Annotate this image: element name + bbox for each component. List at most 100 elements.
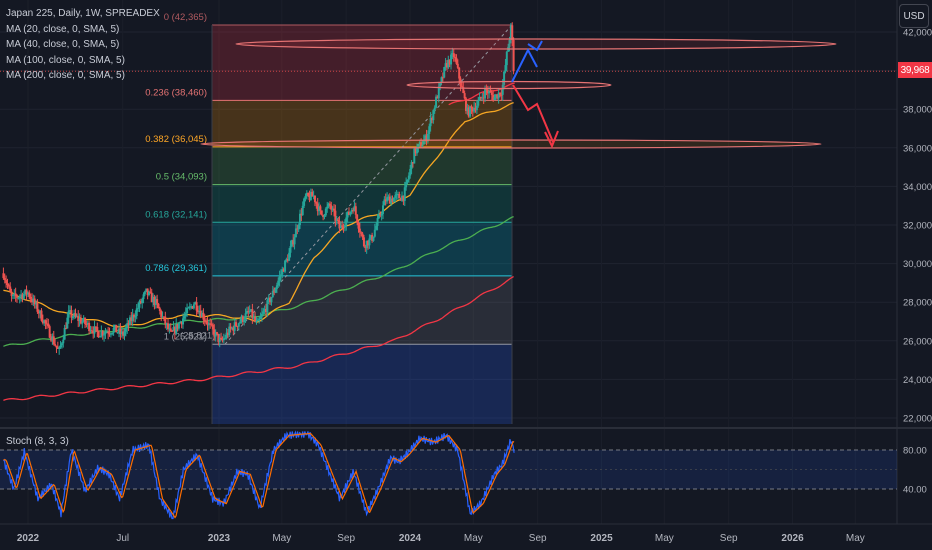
candle-body <box>416 147 419 154</box>
candle <box>101 330 104 340</box>
candle <box>153 294 156 310</box>
stoch-legend[interactable]: Stoch (8, 3, 3) <box>6 436 69 447</box>
candle <box>32 294 35 307</box>
candle-body <box>484 88 487 99</box>
candle <box>448 59 451 68</box>
candle-body <box>361 233 364 238</box>
chart-title[interactable]: Japan 225, Daily, 1W, SPREADEX <box>6 8 160 19</box>
candle-body <box>142 294 145 300</box>
candle <box>105 329 108 334</box>
candle <box>233 318 236 334</box>
candle-body <box>341 225 344 227</box>
candle-body <box>396 194 399 196</box>
candle <box>126 317 129 334</box>
candle-body <box>403 187 406 201</box>
candle <box>489 85 492 93</box>
candle <box>25 285 28 301</box>
candle <box>69 305 72 314</box>
candle <box>493 94 496 101</box>
candle-body <box>187 307 190 309</box>
candle-body <box>100 331 103 337</box>
candle-body <box>460 85 463 87</box>
candle-body <box>398 194 401 199</box>
candle-body <box>32 298 35 303</box>
candle-body <box>201 312 204 317</box>
legend-ma100[interactable]: MA (100, close, 0, SMA, 5) <box>6 54 125 66</box>
fib-zone <box>212 184 512 223</box>
price-axis[interactable]: 42,00040,00038,00036,00034,00032,00030,0… <box>903 28 932 425</box>
candle <box>402 195 405 206</box>
candle-body <box>392 197 395 202</box>
x-tick-label: Sep <box>337 533 355 544</box>
candle <box>475 100 478 115</box>
candle <box>202 308 205 325</box>
candle-body <box>489 90 492 93</box>
candle-body <box>481 97 484 99</box>
candle-body <box>311 191 314 197</box>
x-tick-label: Jul <box>116 533 129 544</box>
fib-level-label: 0.786 (29,361) <box>145 263 207 274</box>
candle <box>380 211 383 221</box>
candle <box>217 333 220 346</box>
candle <box>490 89 493 101</box>
candle <box>432 109 435 124</box>
candle-body <box>37 311 40 314</box>
candle <box>122 328 125 339</box>
candle <box>152 293 155 307</box>
candle <box>51 333 54 345</box>
candle <box>239 318 242 324</box>
candle-body <box>469 106 472 117</box>
candle <box>471 106 474 117</box>
candle-body <box>220 337 223 340</box>
candle-body <box>152 296 155 303</box>
fib-zone <box>212 222 512 276</box>
candle <box>411 161 414 168</box>
candle <box>143 290 146 297</box>
trend-drawings[interactable] <box>200 38 837 149</box>
legend-ma200[interactable]: MA (200, close, 0, SMA, 5) <box>6 70 125 81</box>
candle-body <box>52 336 55 345</box>
candle <box>383 196 386 206</box>
candle-body <box>364 246 367 249</box>
candle-body <box>2 273 5 279</box>
fibonacci-retracement[interactable]: 0 (42,365) 0.236 (38,460) 0.382 (36,045) 0.… <box>145 12 513 424</box>
candle-body <box>183 316 186 319</box>
candle <box>226 328 229 339</box>
candle <box>269 296 272 305</box>
candle <box>16 294 19 303</box>
candle <box>247 306 250 318</box>
time-axis[interactable]: 2022 Jul 2023 May Sep 2024 May Sep 2025 May Sep 202… <box>0 523 932 544</box>
candle-body <box>288 252 291 261</box>
candle <box>112 324 115 336</box>
candle <box>24 289 27 297</box>
candle-body <box>384 199 387 202</box>
candle-body <box>352 209 355 212</box>
candle <box>255 316 258 325</box>
candle-body <box>413 148 416 164</box>
candle <box>181 313 184 329</box>
candle <box>232 325 235 335</box>
candle <box>107 327 110 340</box>
candle-body <box>93 326 96 334</box>
candle-body <box>411 162 414 164</box>
candle-body <box>278 276 281 281</box>
candle <box>289 240 292 258</box>
candle-body <box>108 333 111 335</box>
candle-body <box>417 143 420 148</box>
candle <box>416 143 419 156</box>
candle <box>218 333 221 348</box>
legend-ma20[interactable]: MA (20, close, 0, SMA, 5) <box>6 23 120 35</box>
candle <box>77 310 80 328</box>
currency-button[interactable]: USD <box>899 4 929 28</box>
candle <box>104 327 107 339</box>
candle <box>71 315 74 321</box>
candle-body <box>247 311 250 313</box>
candle <box>92 326 95 339</box>
candle <box>84 317 87 329</box>
candle-body <box>394 195 397 198</box>
candle-body <box>275 285 278 290</box>
legend-ma40[interactable]: MA (40, close, 0, SMA, 5) <box>6 39 120 50</box>
candle-body <box>210 324 213 326</box>
candle-body <box>82 318 85 322</box>
